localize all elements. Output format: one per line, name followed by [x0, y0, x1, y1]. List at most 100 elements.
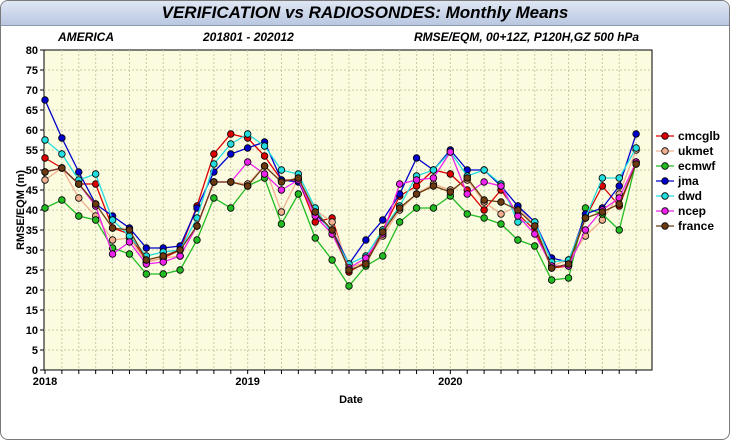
data-point-dwd — [480, 166, 488, 174]
legend-marker — [661, 207, 669, 215]
data-point-dwd — [91, 170, 100, 178]
x-axis-ticks: 2018 2019 2020 — [33, 370, 637, 388]
data-point-france — [531, 222, 539, 230]
data-point-ncep — [480, 178, 488, 186]
series-ecmwf — [41, 158, 640, 290]
y-tick-label: 15 — [26, 305, 38, 317]
x-tick-label: 2018 — [33, 376, 57, 388]
data-point-france — [91, 200, 100, 208]
data-point-france — [581, 214, 590, 222]
legend-label: ncep — [678, 204, 706, 218]
series-france — [41, 160, 640, 274]
y-axis-label: RMSE/EQM (m) — [15, 170, 27, 250]
x-tick-label: 2020 — [438, 376, 462, 388]
legend-marker — [661, 147, 669, 155]
legend-item-jma: jma — [656, 174, 699, 188]
data-point-ecmwf — [328, 256, 336, 264]
legend-label: ukmet — [678, 144, 713, 158]
data-point-jma — [75, 168, 83, 176]
legend-label: dwd — [678, 189, 702, 203]
data-point-dwd — [598, 174, 607, 182]
legend-label: cmcglb — [678, 129, 720, 143]
data-point-jma — [615, 182, 623, 190]
data-point-jma — [632, 130, 640, 138]
data-point-cmcglb — [41, 154, 49, 162]
data-point-france — [395, 204, 404, 212]
data-point-ncep — [260, 170, 269, 178]
data-point-france — [75, 180, 83, 188]
data-point-dwd — [615, 174, 623, 182]
series-line-ecmwf — [44, 161, 637, 288]
period-label: 201801 - 202012 — [202, 30, 294, 44]
data-point-ecmwf — [210, 194, 218, 202]
data-point-cmcglb — [227, 130, 235, 138]
data-point-dwd — [260, 142, 269, 150]
data-point-ncep — [108, 250, 117, 258]
y-tick-label: 0 — [32, 365, 38, 377]
data-point-ncep — [497, 182, 505, 190]
data-point-ecmwf — [345, 282, 353, 290]
y-tick-label: 50 — [26, 165, 38, 177]
data-point-france — [429, 182, 438, 190]
data-point-france — [176, 246, 184, 254]
data-point-ukmet — [75, 194, 83, 202]
data-point-jma — [412, 154, 421, 162]
data-point-ecmwf — [429, 204, 438, 212]
data-point-ecmwf — [547, 276, 556, 284]
data-point-ecmwf — [193, 236, 201, 244]
title-bar: VERIFICATION vs RADIOSONDES: Monthly Mea… — [1, 1, 729, 26]
data-point-jma — [142, 244, 151, 252]
y-tick-label: 55 — [26, 145, 38, 157]
data-point-dwd — [108, 216, 117, 224]
data-point-france — [480, 196, 488, 204]
data-point-france — [260, 162, 269, 170]
data-point-ecmwf — [615, 226, 623, 234]
data-point-cmcglb — [260, 152, 269, 160]
data-point-ecmwf — [412, 204, 421, 212]
data-point-ukmet — [41, 176, 49, 184]
data-point-ecmwf — [91, 216, 100, 224]
data-point-ncep — [463, 190, 471, 198]
data-point-ncep — [429, 174, 438, 182]
data-point-dwd — [210, 160, 218, 168]
legend-item-ecmwf: ecmwf — [656, 159, 716, 173]
data-point-ecmwf — [531, 242, 539, 250]
legend-marker — [661, 192, 669, 200]
data-point-france — [294, 174, 303, 182]
data-point-dwd — [632, 144, 640, 152]
data-point-dwd — [58, 150, 66, 158]
data-point-france — [41, 168, 49, 176]
data-point-ecmwf — [125, 250, 134, 258]
data-point-ecmwf — [514, 236, 522, 244]
data-point-france — [362, 260, 370, 268]
data-point-ecmwf — [480, 214, 488, 222]
legend-marker — [661, 162, 669, 170]
data-point-jma — [243, 144, 252, 152]
data-point-ncep — [243, 158, 252, 166]
y-axis-ticks: 0 5 10 15 20 25 30 35 40 45 50 55 60 65 70 75 80 — [26, 45, 44, 377]
data-point-france — [58, 164, 66, 172]
legend-item-cmcglb: cmcglb — [656, 129, 720, 143]
legend-label: jma — [677, 174, 699, 188]
data-point-france — [243, 182, 252, 190]
data-point-france — [210, 178, 218, 186]
y-tick-label: 30 — [26, 245, 38, 257]
data-point-ncep — [395, 180, 404, 188]
y-tick-label: 60 — [26, 125, 38, 137]
data-point-ecmwf — [277, 220, 286, 228]
data-point-ecmwf — [463, 210, 471, 218]
y-tick-label: 80 — [26, 45, 38, 57]
data-point-cmcglb — [446, 170, 455, 178]
data-point-france — [412, 190, 421, 198]
data-point-ecmwf — [159, 270, 167, 278]
x-tick-label: 2019 — [235, 376, 259, 388]
data-point-ukmet — [328, 218, 336, 226]
data-point-ecmwf — [142, 270, 151, 278]
legend-item-france: france — [656, 219, 714, 233]
legend-label: ecmwf — [678, 159, 716, 173]
data-point-ecmwf — [176, 266, 184, 274]
data-point-france — [159, 252, 167, 260]
data-point-france — [514, 206, 522, 214]
